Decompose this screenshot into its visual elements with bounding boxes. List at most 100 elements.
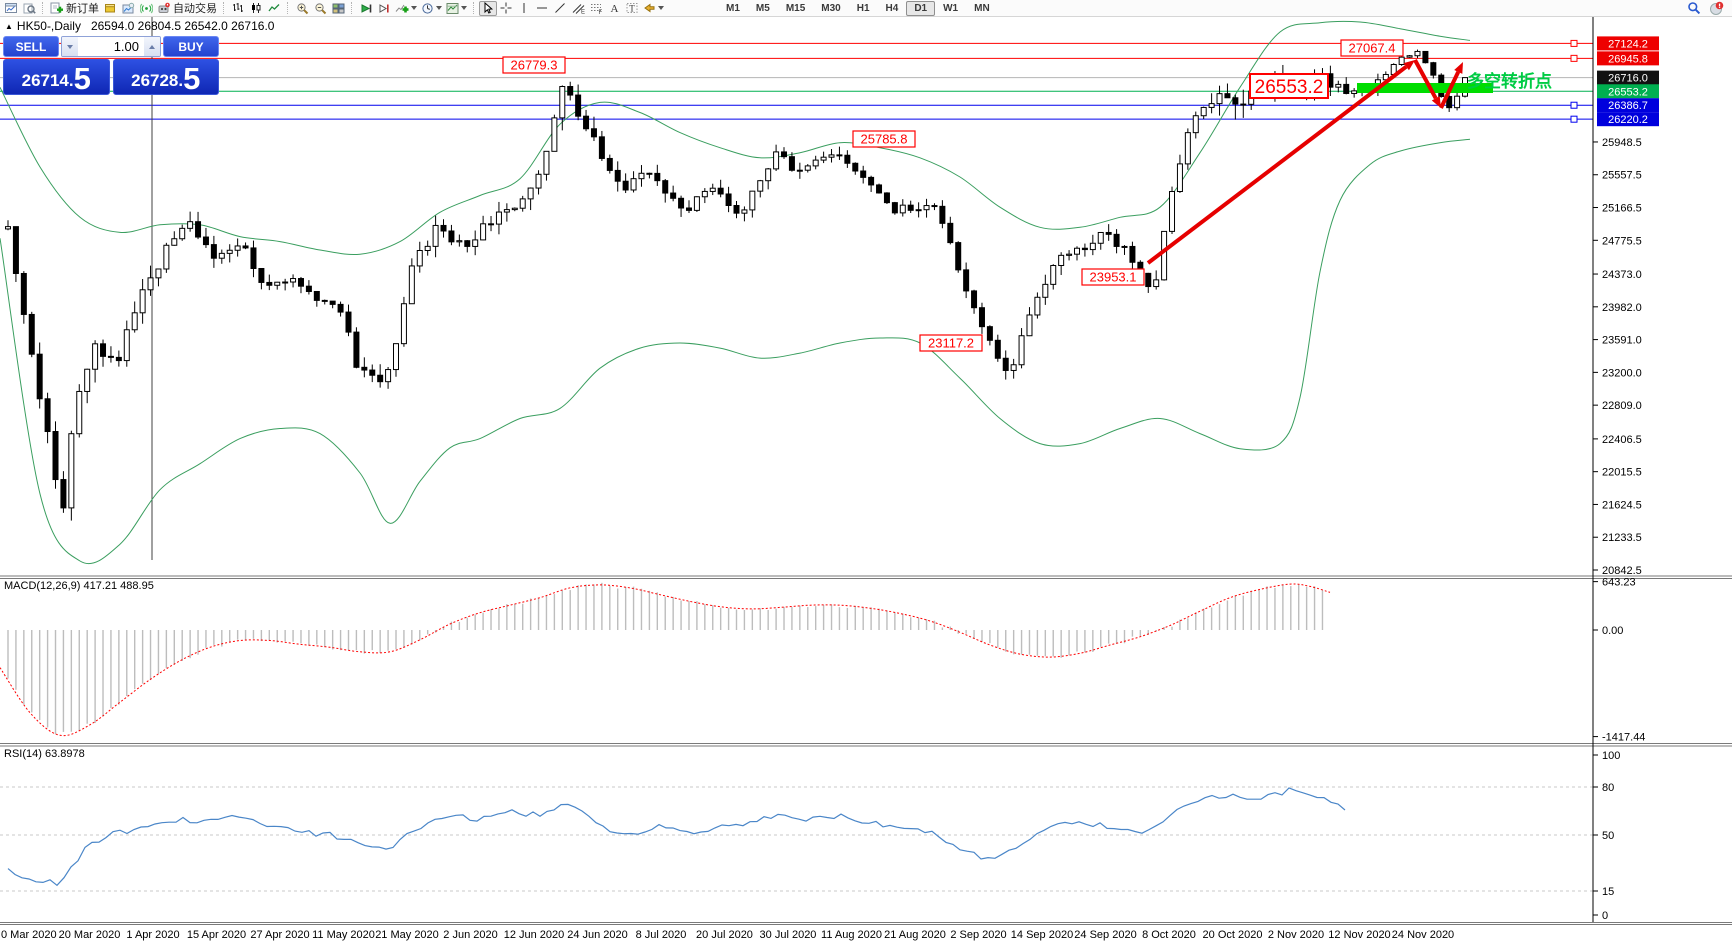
- auto-trading-button[interactable]: 自动交易: [155, 1, 219, 16]
- new-order-label: 新订单: [66, 3, 99, 15]
- add-indicator-button[interactable]: [393, 1, 419, 16]
- svg-text:100: 100: [1602, 750, 1620, 762]
- new-order-button[interactable]: 新订单: [48, 1, 101, 16]
- svg-text:21624.5: 21624.5: [1602, 499, 1642, 511]
- toolbar-right-group: [1685, 1, 1730, 16]
- timeframe-button-h1[interactable]: H1: [856, 2, 870, 14]
- svg-text:14 Sep 2020: 14 Sep 2020: [1011, 929, 1073, 941]
- timeframe-group: M1 M5 M15 M30 H1 H4 D1 W1 MN: [718, 0, 998, 16]
- chart-shift-icon[interactable]: [375, 1, 393, 16]
- svg-text:23591.0: 23591.0: [1602, 335, 1642, 347]
- arrows-tool-button[interactable]: [641, 1, 666, 16]
- signals-icon[interactable]: [137, 1, 155, 16]
- svg-text:22015.5: 22015.5: [1602, 467, 1642, 479]
- svg-text:8 Oct 2020: 8 Oct 2020: [1142, 929, 1196, 941]
- periods-button[interactable]: [419, 1, 444, 16]
- svg-text:11 Aug 2020: 11 Aug 2020: [821, 929, 882, 941]
- zoom-in-icon[interactable]: [293, 1, 311, 16]
- sell-price-int: 26714: [21, 71, 69, 90]
- toolbar-separator: [287, 2, 289, 14]
- svg-text:26553.2: 26553.2: [1255, 77, 1324, 98]
- volume-decrease-button[interactable]: [62, 37, 78, 56]
- sell-button[interactable]: SELL: [3, 36, 59, 57]
- trend-arrow: [1146, 65, 1408, 265]
- svg-text:A: A: [611, 3, 619, 14]
- text-label-tool-button[interactable]: T: [623, 1, 641, 16]
- auto-scroll-icon[interactable]: [357, 1, 375, 16]
- market-depth-icon[interactable]: [101, 1, 119, 16]
- timeframe-button-m1[interactable]: M1: [726, 2, 740, 14]
- svg-text:24775.5: 24775.5: [1602, 235, 1642, 247]
- svg-text:15: 15: [1602, 886, 1614, 898]
- symbol-period-label: HK50-,Daily: [16, 19, 81, 33]
- svg-text:-1417.44: -1417.44: [1602, 732, 1645, 744]
- candlestick-chart-type-icon[interactable]: [247, 1, 265, 16]
- price-callout-box: [852, 130, 916, 148]
- svg-text:23982.0: 23982.0: [1602, 302, 1642, 314]
- buy-button[interactable]: BUY: [163, 36, 219, 57]
- chart-upload-icon[interactable]: [119, 1, 137, 16]
- buy-price-display[interactable]: 26728. 5: [112, 59, 219, 96]
- main-toolbar: 新订单 自动交易 E F A T M1 M5 M15 M30 H1 H4 D1 …: [0, 0, 1732, 17]
- search-icon[interactable]: [1685, 1, 1703, 16]
- sell-price-display[interactable]: 26714. 5: [3, 59, 110, 95]
- svg-text:0 Mar 2020: 0 Mar 2020: [1, 929, 57, 941]
- timeframe-button-m5[interactable]: M5: [755, 2, 770, 14]
- price-callout-box: [1249, 73, 1329, 99]
- svg-text:24373.0: 24373.0: [1602, 269, 1642, 281]
- new-chart-window-icon[interactable]: [2, 1, 20, 16]
- timeframe-button-mn[interactable]: MN: [974, 2, 990, 14]
- svg-text:24 Nov 2020: 24 Nov 2020: [1392, 929, 1454, 941]
- price-callout-box: [919, 334, 983, 352]
- timeframe-button-d1[interactable]: D1: [906, 0, 936, 16]
- svg-text:26386.7: 26386.7: [1608, 100, 1648, 112]
- chart-preview-icon[interactable]: [20, 1, 38, 16]
- fibonacci-tool-button[interactable]: F: [587, 1, 605, 16]
- horizontal-line-tool-button[interactable]: [533, 1, 551, 16]
- timeframe-button-h4[interactable]: H4: [885, 2, 899, 14]
- price-callout-box: [1081, 268, 1145, 286]
- sell-price-separator: .: [68, 71, 74, 90]
- bar-chart-type-icon[interactable]: [229, 1, 247, 16]
- macd-indicator-label: MACD(12,26,9) 417.21 488.95: [4, 580, 154, 592]
- crosshair-tool-button[interactable]: [497, 1, 515, 16]
- svg-text:23117.2: 23117.2: [928, 336, 974, 351]
- svg-text:24 Sep 2020: 24 Sep 2020: [1074, 929, 1136, 941]
- svg-text:27067.4: 27067.4: [1349, 41, 1396, 56]
- cursor-tool-button[interactable]: [479, 0, 497, 16]
- annotations-layer[interactable]: 27067.4 26779.3 26553.2 25785.8 23953.1 23117…: [502, 39, 1552, 352]
- timeframe-button-m30[interactable]: M30: [821, 2, 841, 14]
- templates-button[interactable]: [444, 1, 469, 16]
- buy-price-frac: 5: [183, 60, 201, 96]
- collapse-panel-arrow-icon[interactable]: ▲: [5, 22, 13, 31]
- svg-text:25948.5: 25948.5: [1602, 137, 1642, 149]
- date-axis: 0 Mar 2020 20 Mar 2020 1 Apr 2020 15 Apr 20…: [1, 929, 1454, 941]
- volume-increase-button[interactable]: [144, 37, 160, 56]
- svg-text:26779.3: 26779.3: [511, 58, 558, 73]
- zoom-out-icon[interactable]: [311, 1, 329, 16]
- templates-caret-icon: [461, 6, 467, 10]
- turning-point-label: 多空转折点: [1467, 71, 1552, 91]
- svg-text:15 Apr 2020: 15 Apr 2020: [187, 929, 246, 941]
- timeframe-button-m15[interactable]: M15: [785, 2, 806, 14]
- svg-text:20842.5: 20842.5: [1602, 565, 1642, 577]
- line-chart-type-icon[interactable]: [265, 1, 283, 16]
- svg-text:25166.5: 25166.5: [1602, 203, 1642, 215]
- rsi-line: [7, 787, 1346, 887]
- svg-text:21233.5: 21233.5: [1602, 532, 1642, 544]
- toolbar-separator: [351, 2, 353, 14]
- equidistant-channel-tool-button[interactable]: E: [569, 1, 587, 16]
- text-tool-button[interactable]: A: [605, 1, 623, 16]
- trendline-tool-button[interactable]: [551, 1, 569, 16]
- svg-text:22406.5: 22406.5: [1602, 434, 1642, 446]
- timeframe-button-w1[interactable]: W1: [943, 2, 959, 14]
- svg-text:21 May 2020: 21 May 2020: [375, 929, 439, 941]
- community-icon[interactable]: [1707, 1, 1726, 16]
- volume-input[interactable]: 1.00: [78, 37, 144, 56]
- svg-text:2 Nov 2020: 2 Nov 2020: [1268, 929, 1324, 941]
- vertical-line-tool-button[interactable]: [515, 1, 533, 16]
- svg-text:20 Oct 2020: 20 Oct 2020: [1203, 929, 1263, 941]
- tile-windows-icon[interactable]: [329, 1, 347, 16]
